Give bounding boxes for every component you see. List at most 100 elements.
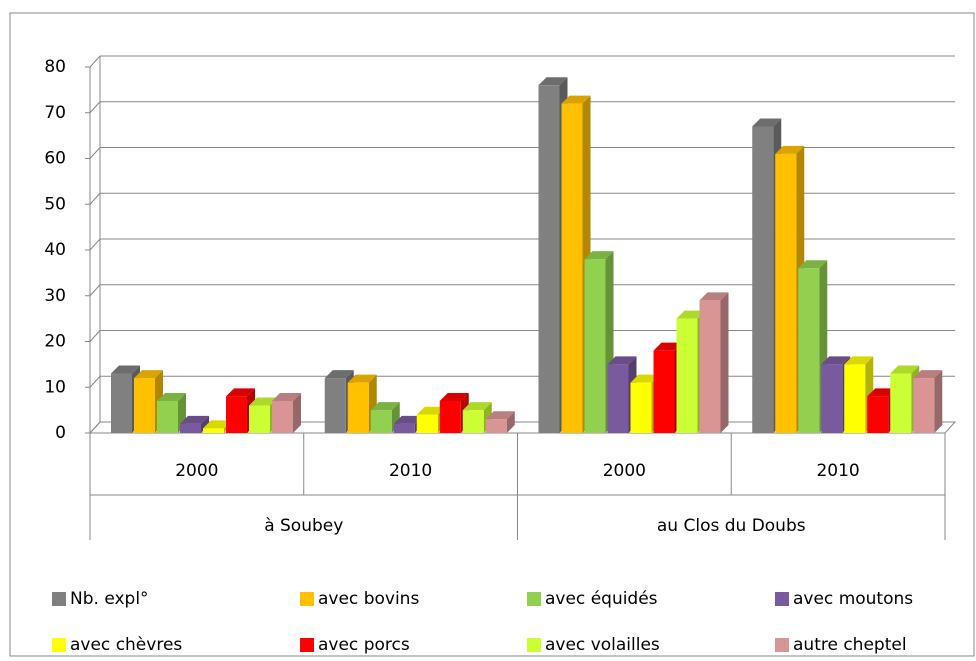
legend-swatch [52, 592, 66, 606]
y-tick-label: 50 [44, 194, 66, 214]
bar [347, 382, 369, 433]
bar-top [775, 145, 805, 154]
bar-top [203, 420, 232, 429]
bar-top [699, 292, 729, 301]
legend-swatch [775, 638, 789, 652]
grid-diag [89, 147, 101, 159]
bar-top [844, 356, 874, 365]
bar-top [416, 406, 446, 415]
grid-diag [89, 375, 101, 388]
bar [821, 364, 843, 433]
legend-swatch [775, 592, 789, 606]
bar [485, 419, 507, 433]
x-tick-label: 2010 [389, 461, 432, 481]
bar [630, 382, 652, 433]
bar [913, 378, 935, 433]
legend-label: avec moutons [793, 589, 913, 609]
legend-label: autre cheptel [793, 635, 907, 655]
bar-side [720, 292, 729, 433]
bar-top [180, 415, 209, 424]
bar-top [676, 310, 706, 319]
bar [844, 364, 866, 433]
x-tick-label: 2010 [816, 461, 859, 481]
y-tick-label: 40 [44, 240, 66, 260]
bar-top [347, 374, 377, 383]
legend-swatch [300, 592, 314, 606]
bar-top [653, 342, 683, 351]
grid-diag [89, 55, 101, 68]
bar [324, 378, 346, 433]
bar-top [538, 77, 568, 86]
y-tick-label: 70 [44, 103, 66, 123]
bar [134, 378, 155, 433]
grid-diag [89, 192, 101, 205]
grid-diag [89, 101, 101, 114]
grid-diag [89, 284, 101, 297]
legend-swatch [300, 638, 314, 652]
bar [393, 423, 415, 433]
bar [867, 396, 889, 433]
bar [111, 373, 132, 433]
legend-swatch [52, 638, 66, 652]
bar-top [370, 402, 400, 411]
legend-swatch [527, 592, 541, 606]
group-label: au Clos du Doubs [657, 516, 806, 536]
bar-top [607, 356, 637, 365]
bar-side [506, 411, 515, 433]
grid-diag [89, 238, 101, 251]
bar [699, 300, 721, 433]
bar-top [561, 95, 591, 104]
chart-border [9, 12, 975, 657]
legend-label: avec volailles [545, 635, 660, 655]
bar [607, 364, 629, 433]
grid-diag [89, 421, 101, 434]
y-tick-label: 0 [55, 423, 66, 443]
bar-top [249, 397, 278, 406]
y-tick-label: 60 [44, 149, 66, 169]
bar-top [867, 388, 897, 397]
bar [462, 410, 484, 433]
bar-top [111, 365, 140, 374]
bar-top [324, 370, 354, 379]
bar-top [752, 118, 782, 127]
legend-label: avec chèvres [70, 635, 182, 655]
bar [203, 428, 224, 433]
x-tick-label: 2000 [603, 461, 646, 481]
bar [890, 373, 912, 433]
y-tick-label: 20 [44, 332, 66, 352]
bar-top [157, 392, 186, 401]
x-tick-label: 2000 [175, 461, 218, 481]
bar [180, 423, 201, 433]
bar-top [630, 374, 660, 383]
bar-top [584, 251, 614, 260]
bar [584, 259, 606, 433]
y-tick-label: 10 [44, 377, 66, 397]
legend-swatch [527, 638, 541, 652]
bar [798, 268, 820, 433]
bar [653, 350, 675, 433]
bar [561, 103, 583, 433]
bar-top [821, 356, 851, 365]
bar [676, 318, 698, 433]
bar [157, 400, 178, 433]
bar-top [462, 402, 492, 411]
y-tick-label: 80 [44, 57, 66, 77]
legend-label: Nb. expl° [70, 589, 149, 609]
grid-diag [89, 330, 101, 342]
bar [249, 405, 270, 433]
legend-label: avec équidés [545, 589, 658, 609]
bar-side [293, 392, 301, 433]
bar-top [134, 370, 163, 379]
bar [370, 410, 392, 433]
bar [538, 85, 560, 434]
legend-label: avec porcs [318, 635, 410, 655]
bar [416, 414, 438, 433]
bar-top [485, 411, 515, 420]
bar-side [934, 370, 943, 433]
bar [752, 126, 774, 433]
y-tick-label: 30 [44, 286, 66, 306]
bar-top [890, 365, 920, 374]
bar-top [226, 388, 255, 397]
bar [272, 400, 293, 433]
